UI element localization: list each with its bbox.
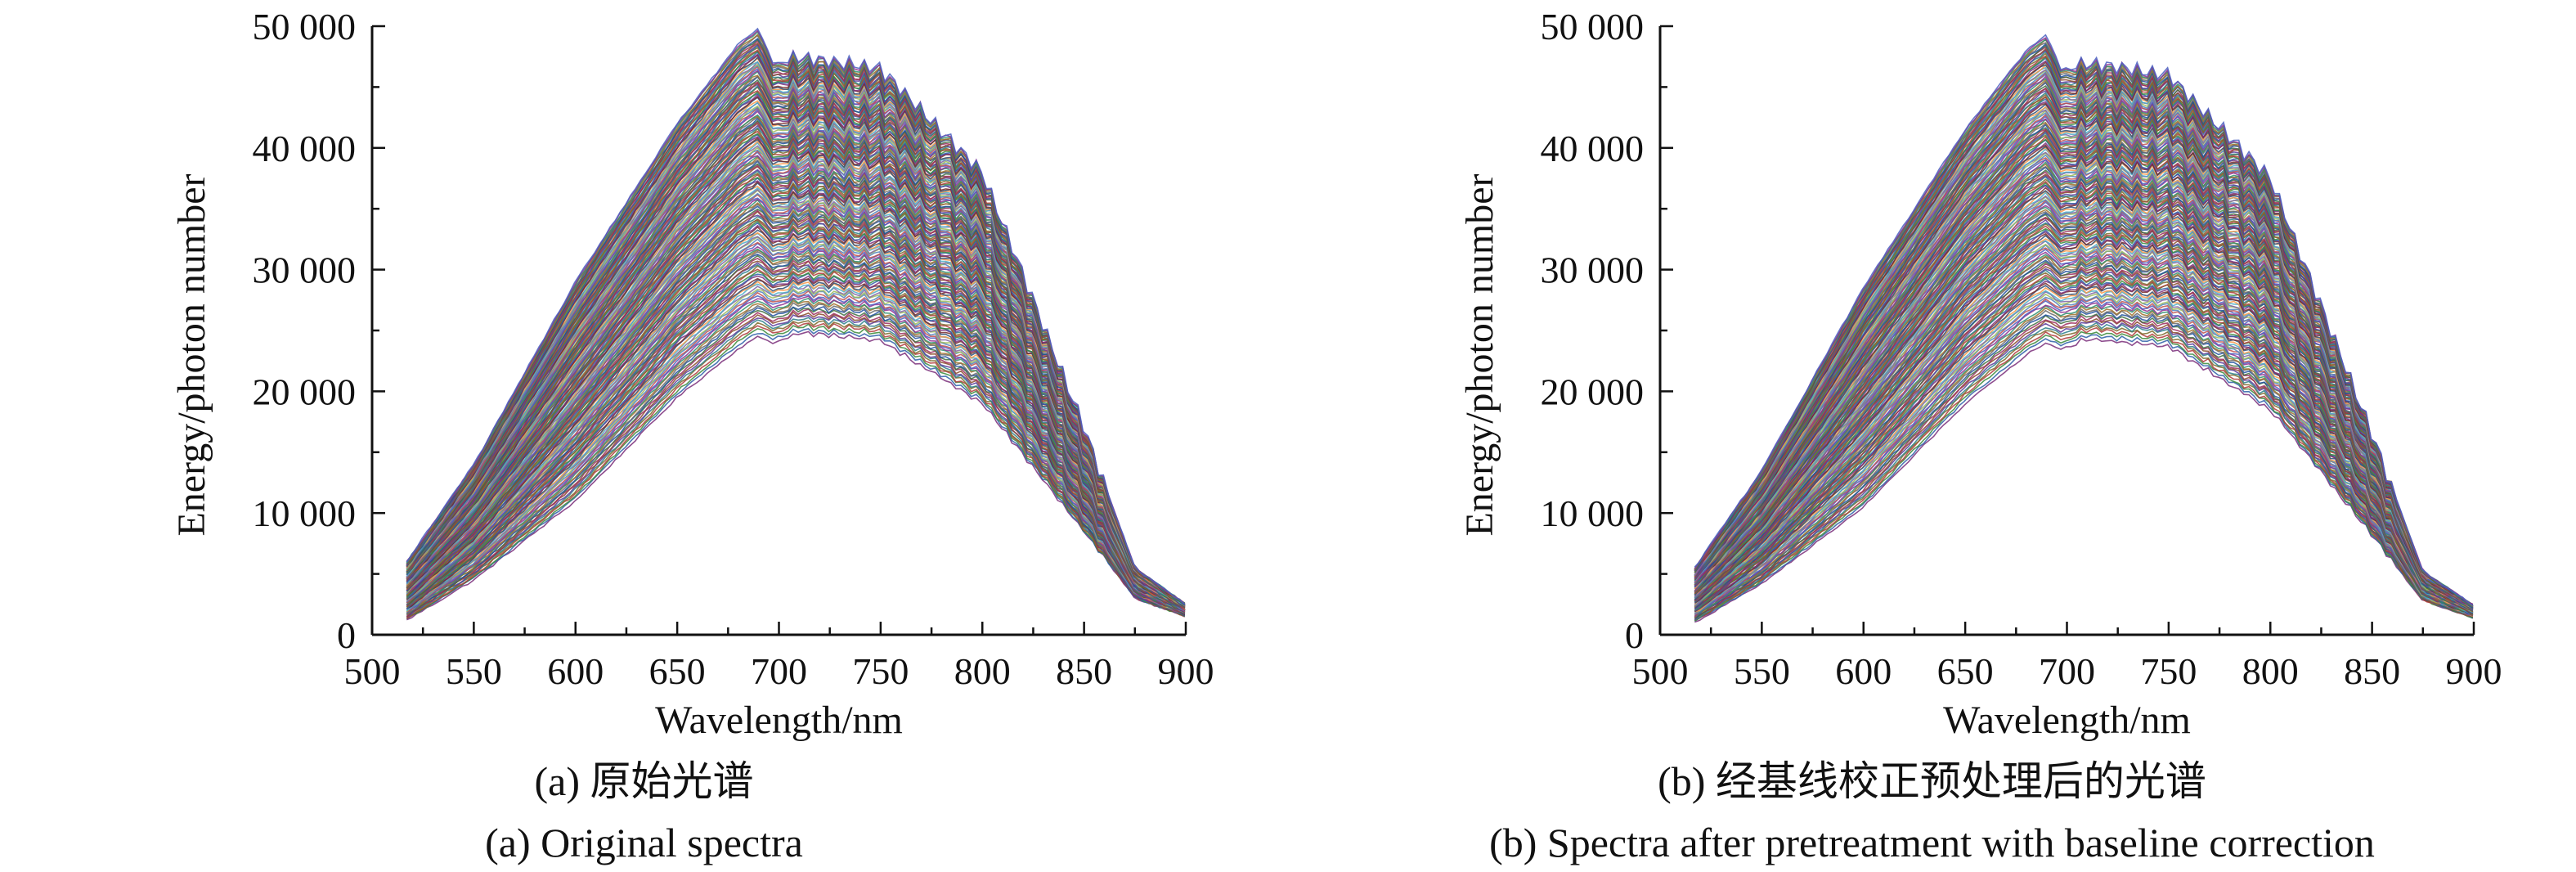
spectrum-line [406, 317, 1186, 618]
y-tick-label: 0 [337, 614, 356, 656]
spectrum-line [1694, 337, 2474, 623]
spectra-lines [406, 27, 1186, 621]
x-tick-label: 600 [1835, 650, 1892, 692]
spectrum-line [406, 330, 1186, 621]
spectrum-line [1694, 265, 2474, 615]
spectrum-line [1694, 231, 2474, 614]
x-tick-label: 750 [2140, 650, 2197, 692]
y-axis-label: Energy/photon number [170, 173, 213, 536]
x-tick-label: 600 [547, 650, 604, 692]
spectrum-line [1694, 144, 2474, 610]
caption-en: (b) Spectra after pretreatment with base… [1489, 820, 2375, 865]
spectrum-line [406, 323, 1185, 619]
spectrum-line [1694, 289, 2474, 616]
x-tick-label: 850 [2344, 650, 2400, 692]
chart-baseline-corrected-spectra: 500 550 600 650 700 750 800 850 900 0 10 000 20 000… [1458, 6, 2502, 742]
x-tick-label: 800 [954, 650, 1011, 692]
x-tick-label: 700 [2039, 650, 2095, 692]
y-tick-label: 20 000 [253, 371, 357, 412]
x-tick-label: 500 [344, 650, 401, 692]
y-tick-label: 20 000 [1541, 371, 1645, 412]
spectrum-line [1694, 295, 2474, 617]
x-axis-label: Wavelength/nm [1943, 699, 2191, 742]
chart-original-spectra: 500 550 600 650 700 750 800 850 900 0 10 000 20 000… [170, 6, 1214, 742]
y-tick-label: 50 000 [253, 6, 357, 47]
spectrum-line [406, 265, 1185, 614]
y-tick-label: 30 000 [1541, 249, 1645, 291]
spectrum-line [1694, 317, 2473, 619]
y-tick-label: 40 000 [253, 128, 357, 169]
x-tick-label: 500 [1632, 650, 1689, 692]
panel-original-spectra: 500 550 600 650 700 750 800 850 900 0 10 000 20 000… [170, 6, 1214, 865]
spectra-lines [1694, 34, 2474, 623]
x-tick-label: 550 [1734, 650, 1790, 692]
x-tick-label: 850 [1056, 650, 1112, 692]
spectrum-line [406, 290, 1185, 614]
spectrum-line [406, 306, 1186, 617]
spectrum-line [1694, 272, 2474, 616]
x-axis-label: Wavelength/nm [655, 699, 903, 742]
y-tick-label: 50 000 [1541, 6, 1645, 47]
spectrum-line [1694, 109, 2474, 609]
spectrum-line [1694, 326, 2473, 621]
spectrum-line [1694, 330, 2474, 622]
y-tick-label: 10 000 [253, 492, 357, 534]
spectrum-line [406, 308, 1186, 617]
spectrum-line [406, 220, 1186, 613]
spectrum-line [1694, 310, 2474, 618]
x-tick-label: 550 [446, 650, 502, 692]
spectrum-line [406, 295, 1186, 616]
caption-zh: (a) 原始光谱 [534, 758, 754, 804]
y-tick-label: 40 000 [1541, 128, 1645, 169]
y-tick-label: 10 000 [1541, 492, 1645, 534]
x-tick-label: 750 [852, 650, 909, 692]
spectrum-line [1694, 34, 2474, 607]
spectrum-line [1694, 240, 2474, 614]
x-tick-label: 650 [649, 650, 706, 692]
x-tick-label: 800 [2242, 650, 2299, 692]
spectrum-line [406, 164, 1186, 611]
x-tick-label: 900 [1158, 650, 1214, 692]
y-axis-label: Energy/photon number [1458, 173, 1501, 536]
caption-zh: (b) 经基线校正预处理后的光谱 [1658, 758, 2206, 804]
caption-en: (a) Original spectra [485, 820, 803, 865]
x-tick-label: 900 [2446, 650, 2502, 692]
y-tick-label: 30 000 [253, 249, 357, 291]
y-tick-label: 0 [1625, 614, 1644, 656]
spectrum-line [406, 27, 1186, 605]
spectrum-line [1694, 308, 2474, 618]
panel-baseline-corrected-spectra: 500 550 600 650 700 750 800 850 900 0 10 000 20 000… [1288, 0, 2576, 872]
spectrum-line [406, 299, 1185, 615]
spectrum-line [1694, 304, 2474, 617]
spectrum-line [406, 250, 1185, 613]
x-tick-label: 700 [751, 650, 807, 692]
x-tick-label: 650 [1937, 650, 1994, 692]
